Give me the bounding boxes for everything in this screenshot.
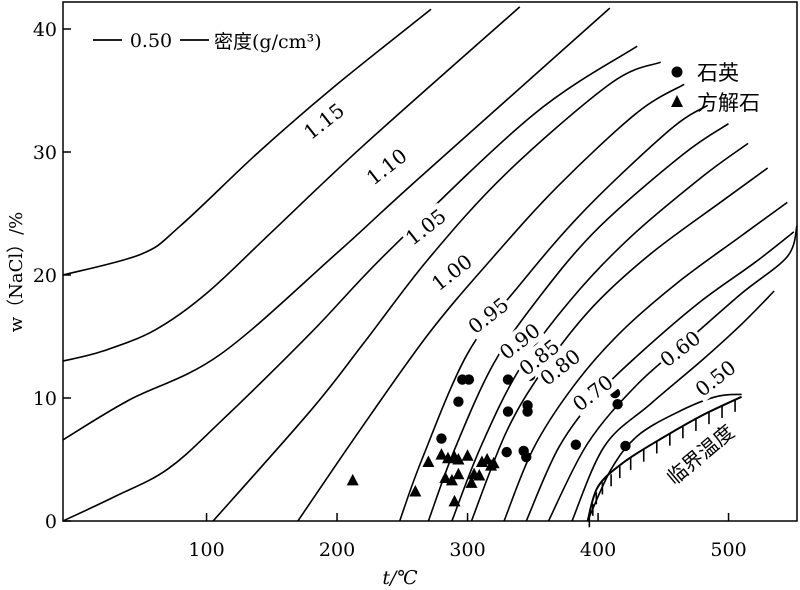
critical-curve-line (586, 395, 743, 522)
isochore-line (398, 104, 709, 522)
quartz-point (612, 398, 623, 410)
isochore-line (503, 201, 788, 522)
x-tick-label: 400 (580, 539, 616, 561)
quartz-point (521, 451, 532, 463)
isochore-label-mask (360, 142, 413, 191)
y-axis-label: w（NaCl）/% (6, 212, 27, 333)
x-axis-label: t/℃ (382, 567, 417, 589)
quartz-point (453, 396, 464, 407)
isochore-line (297, 83, 685, 522)
y-tick-label: 40 (33, 19, 57, 41)
legend-calcite-label: 方解石 (697, 91, 760, 115)
quartz-point (522, 406, 533, 417)
calcite-point (435, 448, 448, 460)
isochore-label-mask (566, 368, 620, 418)
calcite-point (485, 459, 498, 471)
y-tick-label: 10 (33, 388, 57, 410)
isochore-label-mask (689, 354, 742, 403)
isochore-label-mask (493, 317, 547, 366)
isochore-line (525, 231, 795, 522)
calcite-point (445, 473, 458, 486)
isochore-label-mask (462, 291, 515, 340)
isochore-line (427, 123, 729, 522)
quartz-point (463, 374, 475, 385)
isochore-label-mask (297, 97, 351, 146)
quartz-point (502, 374, 514, 385)
x-tick-label: 200 (319, 539, 355, 561)
isochore-label-mask (425, 248, 479, 297)
calcite-point (409, 484, 422, 497)
quartz-point (501, 446, 512, 458)
isochore-curves (62, 6, 798, 522)
legend-density-label: 密度(g/cm³) (214, 31, 322, 53)
isochore-line (470, 167, 769, 522)
legend-quartz-label: 石英 (697, 61, 739, 85)
isochore-line (62, 6, 521, 362)
isochore-line (62, 8, 432, 276)
calcite-point (465, 476, 478, 488)
calcite-point (439, 471, 452, 483)
isochore-line (571, 290, 775, 522)
legend-sample-value: 0.50 (130, 30, 172, 52)
axes: 100 200 300 400 500 0 10 20 30 40 (33, 19, 747, 561)
calcite-point (473, 468, 486, 481)
isochore-line (212, 61, 662, 522)
quartz-point (502, 406, 514, 417)
isochore-labels: 1.151.101.051.000.950.900.850.800.700.60… (297, 97, 742, 418)
plot-frame (62, 1, 798, 522)
x-tick-label: 100 (188, 539, 224, 561)
y-tick-label: 20 (33, 265, 57, 287)
quartz-point (436, 433, 447, 444)
legend-quartz-marker (671, 66, 683, 78)
calcite-point (452, 467, 465, 480)
isochore-label-mask (533, 343, 587, 392)
x-tick-label: 300 (449, 539, 485, 561)
calcite-point (448, 494, 461, 507)
isochore-line (451, 142, 749, 522)
calcite-point (461, 449, 474, 461)
x-tick-label: 500 (710, 539, 746, 561)
isochore-label-mask (653, 324, 707, 374)
marker-legend: 石英 方解石 (671, 61, 760, 115)
legend-calcite-marker (671, 95, 683, 107)
calcite-point (346, 473, 359, 486)
critical-temperature-curve (586, 395, 743, 528)
calcite-point (422, 455, 435, 467)
y-tick-label: 0 (45, 511, 57, 533)
density-legend: 0.50 密度(g/cm³) (93, 30, 322, 53)
calcite-point (452, 453, 465, 465)
isochore-label-mask (399, 202, 453, 252)
isochore-line (62, 7, 611, 441)
isochore-line (62, 45, 638, 522)
y-tick-label: 30 (33, 142, 57, 164)
quartz-point (620, 440, 631, 452)
quartz-point (570, 439, 582, 450)
isochore-label-mask (513, 333, 566, 382)
